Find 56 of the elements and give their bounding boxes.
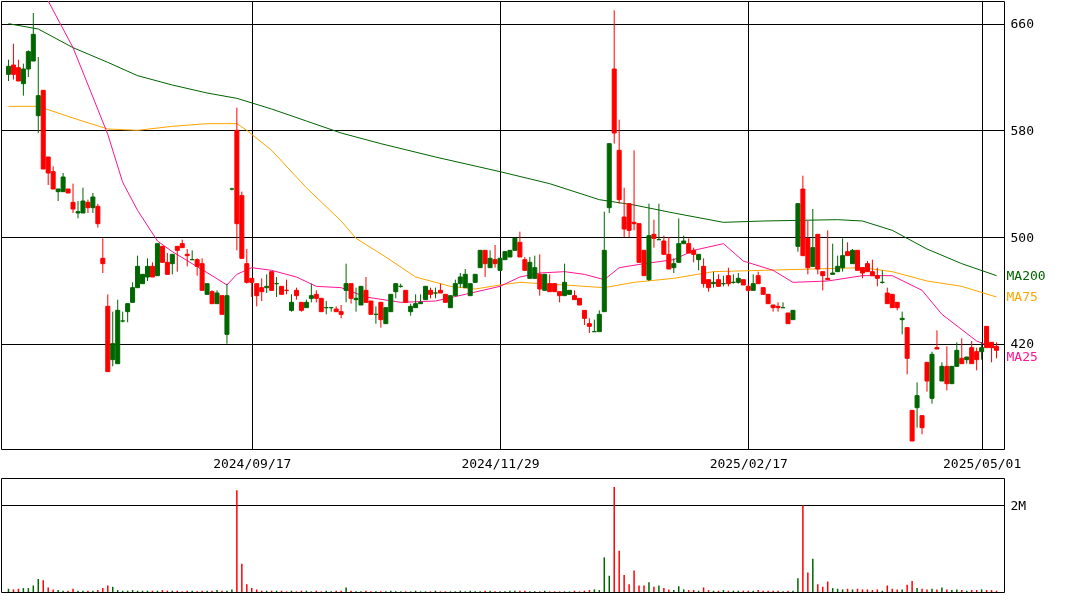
candlestick (959, 337, 965, 365)
candlestick (825, 229, 831, 281)
candlestick (944, 345, 950, 391)
candlestick (874, 267, 880, 287)
candlestick (254, 283, 260, 307)
candlestick (378, 301, 384, 329)
candlestick (308, 283, 314, 303)
candlestick (110, 311, 116, 367)
candlestick (820, 271, 826, 291)
candlestick (537, 253, 543, 297)
series-label: MA75 (1006, 289, 1038, 304)
candlestick (348, 283, 354, 305)
candlestick (487, 249, 493, 269)
candlestick (482, 249, 488, 278)
candlestick (219, 295, 225, 315)
y-tick-label: 660 (1010, 16, 1034, 32)
candlestick (35, 56, 41, 134)
y-tick-label: 2M (1010, 497, 1027, 513)
candlestick (244, 248, 250, 285)
y-tick-label: 580 (1010, 122, 1034, 138)
candlestick (914, 381, 920, 429)
candlestick (984, 325, 990, 349)
candlestick (264, 273, 270, 294)
candlestick (919, 415, 925, 435)
candlestick (596, 309, 602, 333)
candlestick (939, 361, 945, 382)
series-label: MA200 (1006, 267, 1046, 283)
candlestick (338, 304, 344, 319)
x-tick-label: 2024/09/17 (213, 455, 292, 471)
x-tick-label: 2025/05/01 (942, 455, 1022, 471)
candlestick (701, 257, 707, 289)
candlestick (100, 237, 106, 274)
candlestick (969, 340, 975, 365)
candlestick (90, 192, 96, 214)
candlestick (725, 267, 731, 287)
candlestick (899, 311, 905, 335)
candlestick (676, 217, 682, 263)
candlestick (934, 329, 940, 350)
candlestick (85, 199, 91, 214)
candlestick (562, 263, 568, 297)
candlestick (169, 253, 175, 275)
candlestick (810, 208, 816, 267)
y-tick-label: 500 (1010, 229, 1034, 245)
candlestick (492, 244, 498, 269)
candlestick (527, 256, 533, 279)
candlestick (651, 219, 657, 249)
x-tick-label: 2025/02/17 (709, 455, 788, 471)
candlestick (95, 203, 101, 229)
candlestick (269, 271, 275, 291)
candlestick (15, 59, 21, 82)
candlestick (5, 59, 11, 82)
candlestick (924, 361, 930, 393)
candlestick (343, 263, 349, 303)
candlestick (125, 303, 131, 323)
candlestick (830, 243, 836, 275)
x-tick-label: 2024/11/29 (461, 455, 540, 471)
